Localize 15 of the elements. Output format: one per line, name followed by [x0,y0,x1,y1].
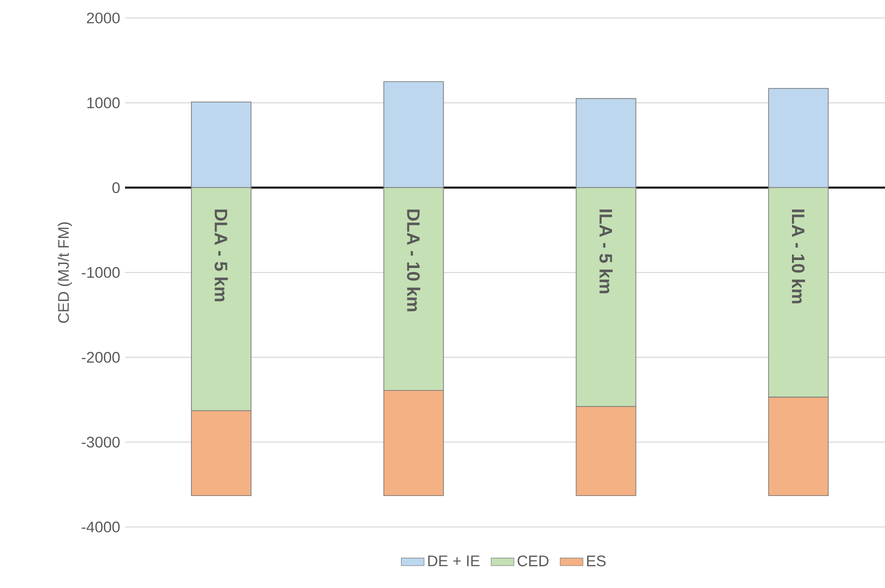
legend-label: DE + IE [428,556,480,566]
y-tick-label: -4000 [82,522,120,532]
y-tick-label: -2000 [82,352,120,363]
legend-label: ES [587,555,606,566]
y-tick-label: 2000 [86,12,120,24]
y-tick-label: -3000 [82,436,120,448]
x-tick-label: ILA - 10 km [792,210,806,304]
x-tick-label: DLA - 10 km [407,210,420,312]
legend-label: CED [518,555,548,566]
x-tick-label: DLA - 5 km [214,210,228,302]
y-tick-label: 0 [112,182,120,194]
y-axis-title: CED (MJ/t FM) [58,222,72,323]
y-tick-label: 1000 [87,97,120,108]
y-tick-label: -1000 [82,267,120,278]
x-tick-label: ILA - 5 km [599,210,613,294]
